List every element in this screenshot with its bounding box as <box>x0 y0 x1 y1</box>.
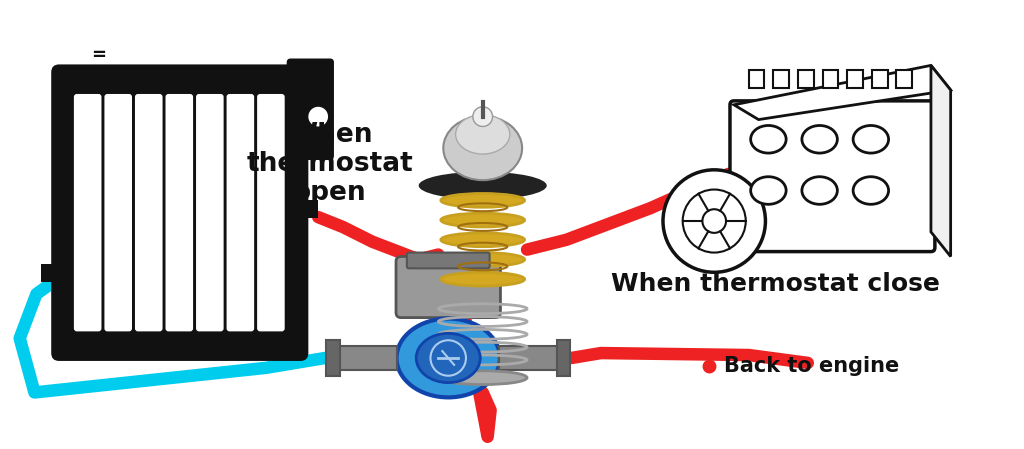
Ellipse shape <box>441 213 524 227</box>
Circle shape <box>663 170 765 272</box>
Ellipse shape <box>416 333 480 383</box>
Bar <box>333 346 397 370</box>
Bar <box>326 340 340 376</box>
Ellipse shape <box>802 125 838 153</box>
FancyBboxPatch shape <box>104 94 132 331</box>
Circle shape <box>702 209 726 233</box>
Bar <box>822 70 839 88</box>
Ellipse shape <box>802 177 838 204</box>
Bar <box>557 340 570 376</box>
Text: When
thermostat
open: When thermostat open <box>247 122 414 206</box>
FancyBboxPatch shape <box>74 94 101 331</box>
Circle shape <box>683 189 745 253</box>
Polygon shape <box>931 66 950 256</box>
FancyBboxPatch shape <box>257 94 285 331</box>
FancyBboxPatch shape <box>135 94 163 331</box>
Ellipse shape <box>751 125 786 153</box>
Ellipse shape <box>419 172 547 199</box>
Circle shape <box>308 107 328 127</box>
Ellipse shape <box>441 233 524 247</box>
Bar <box>749 70 765 88</box>
FancyBboxPatch shape <box>396 256 501 317</box>
Ellipse shape <box>441 253 524 266</box>
Text: Back to engine: Back to engine <box>724 356 899 376</box>
FancyBboxPatch shape <box>730 101 935 251</box>
Ellipse shape <box>473 107 493 127</box>
Ellipse shape <box>751 177 786 204</box>
Bar <box>298 200 318 218</box>
FancyBboxPatch shape <box>287 58 334 160</box>
Ellipse shape <box>438 371 527 385</box>
Bar <box>847 70 863 88</box>
Bar <box>871 70 888 88</box>
FancyBboxPatch shape <box>407 253 489 269</box>
Text: When thermostat close: When thermostat close <box>610 272 940 296</box>
Ellipse shape <box>441 194 524 207</box>
Bar <box>798 70 814 88</box>
Text: =: = <box>91 45 106 64</box>
Ellipse shape <box>456 114 510 154</box>
Ellipse shape <box>441 272 524 286</box>
Ellipse shape <box>396 319 500 397</box>
Bar <box>896 70 912 88</box>
FancyBboxPatch shape <box>51 64 308 361</box>
Bar <box>773 70 790 88</box>
Ellipse shape <box>853 177 889 204</box>
Polygon shape <box>734 66 950 119</box>
Ellipse shape <box>443 116 522 180</box>
Bar <box>500 346 563 370</box>
FancyBboxPatch shape <box>226 94 254 331</box>
FancyBboxPatch shape <box>166 94 194 331</box>
FancyBboxPatch shape <box>196 94 223 331</box>
Ellipse shape <box>853 125 889 153</box>
Bar <box>41 264 63 282</box>
